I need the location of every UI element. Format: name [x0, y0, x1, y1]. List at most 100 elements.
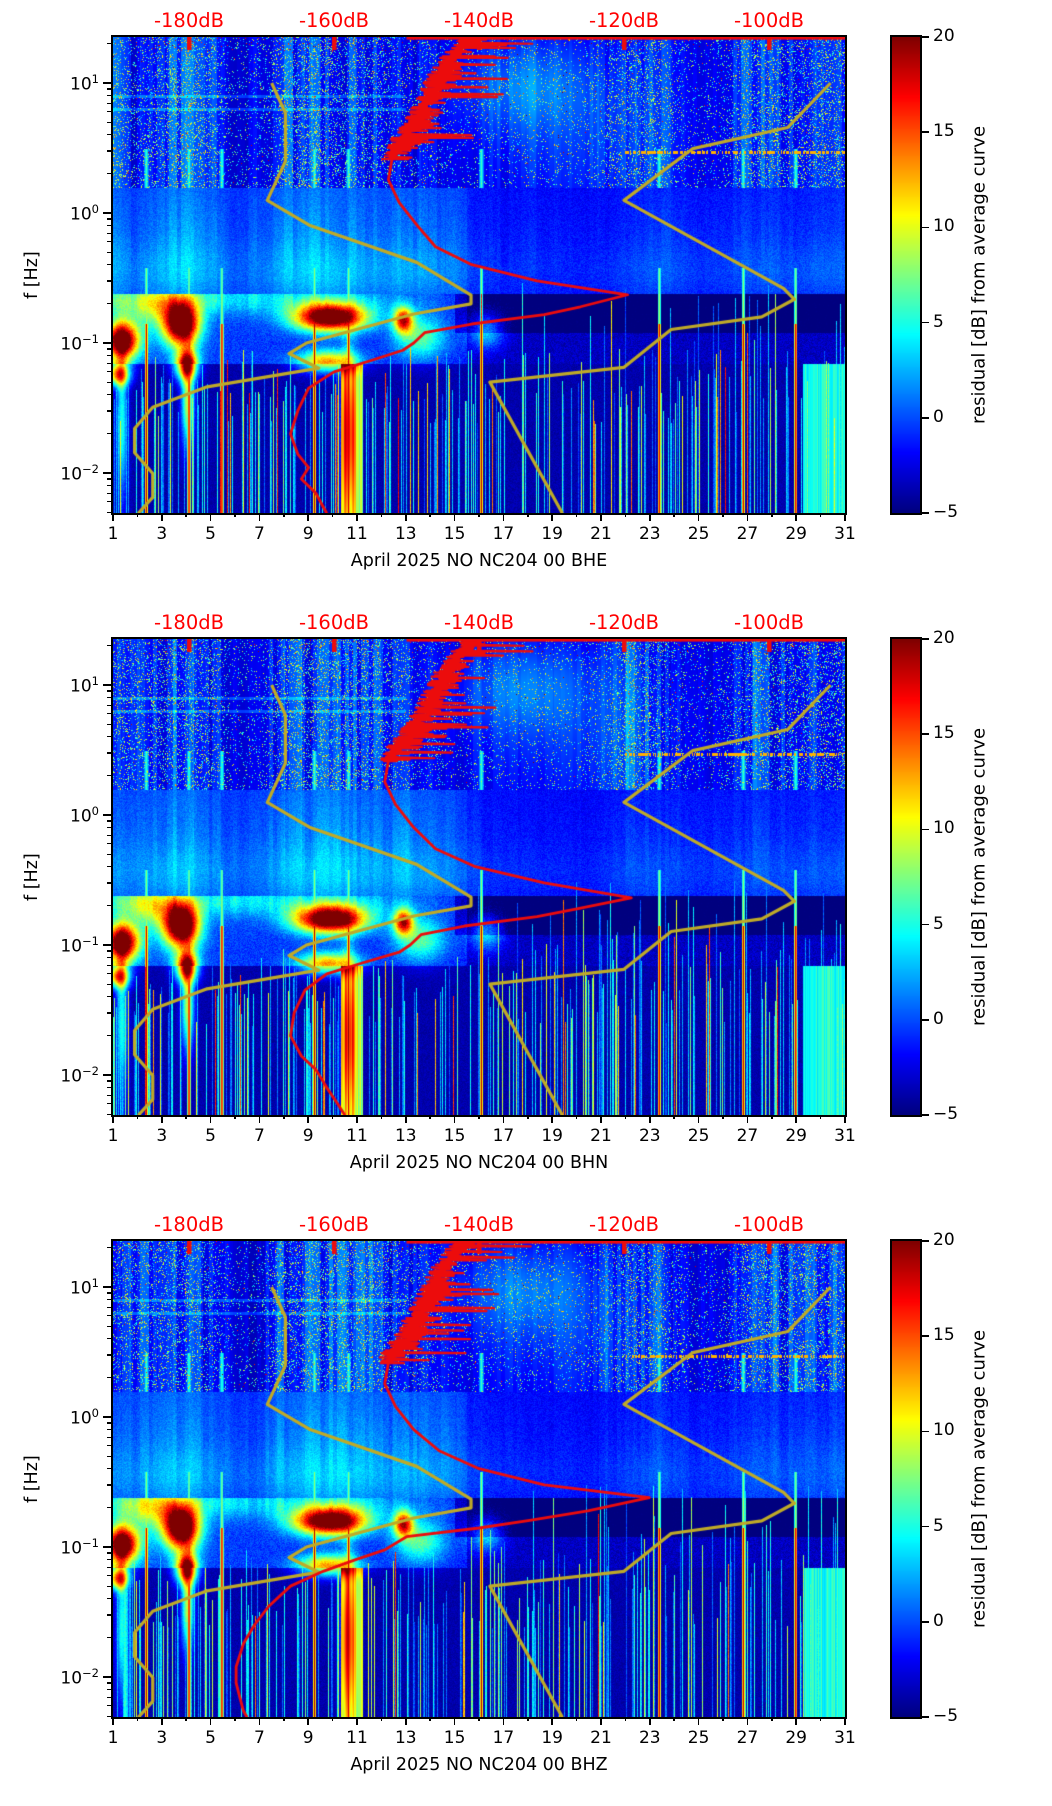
x-tick-minor: [283, 513, 285, 517]
subplot-bhn: -180dB -160dB -140dB -120dB -100dB 1 3 5 7 9 11 13 1…: [0, 602, 1052, 1204]
top-axis-db-label: -100dB: [733, 1213, 804, 1236]
x-tick-minor: [136, 1115, 139, 1119]
y-tick-minor: [107, 1468, 111, 1470]
subplot-bhe: -180dB -160dB -140dB -120dB -100dB 1 3 5 7 9 11 13 1…: [0, 0, 1052, 602]
x-tick-label: 9: [302, 524, 314, 544]
colorbar-gradient: [892, 639, 920, 1115]
x-tick-minor: [527, 1717, 529, 1721]
x-tick: [502, 1115, 505, 1123]
x-tick: [356, 513, 358, 521]
x-tick-label: 27: [736, 1126, 759, 1146]
colorbar-tick: [922, 417, 929, 419]
x-tick-minor: [185, 1717, 187, 1721]
y-tick-minor: [107, 956, 111, 959]
y-tick-minor: [107, 280, 111, 282]
x-tick-label: 17: [492, 524, 515, 544]
x-tick-label: 3: [156, 524, 168, 544]
x-tick: [453, 1717, 456, 1725]
y-tick-minor: [107, 696, 111, 699]
x-tick-minor: [283, 1717, 285, 1721]
y-tick-minor: [107, 983, 111, 985]
y-tick-label: 101: [70, 1276, 99, 1299]
y-tick-minor: [107, 303, 111, 305]
y-tick-minor: [107, 1292, 111, 1294]
x-tick: [356, 1115, 358, 1123]
x-tick-minor: [819, 513, 822, 517]
x-tick: [649, 1115, 651, 1123]
top-axis-db-label: -160dB: [298, 9, 369, 32]
y-tick-minor: [107, 492, 111, 494]
colorbar-tick: [922, 923, 929, 926]
colorbar-tick-label: 0: [933, 1610, 944, 1631]
top-axis-db-label: -140dB: [443, 9, 514, 32]
x-tick-label: 19: [541, 1126, 563, 1146]
y-tick-minor: [107, 1428, 111, 1431]
x-tick-label: 9: [302, 1728, 314, 1748]
colorbar-tick: [922, 1525, 929, 1528]
colorbar-tick-label: 5: [933, 913, 944, 934]
y-tick: [103, 1074, 111, 1076]
y-axis-label: f [Hz]: [22, 1455, 42, 1503]
y-tick-minor: [107, 1696, 111, 1698]
y-tick-minor: [107, 1103, 111, 1105]
y-tick-minor: [107, 713, 111, 715]
colorbar-tick-label: 20: [933, 26, 955, 46]
colorbar-tick: [922, 638, 929, 640]
x-tick: [746, 513, 749, 521]
y-tick-minor: [107, 1575, 111, 1577]
x-tick: [844, 1115, 846, 1123]
x-tick-label: 27: [736, 1728, 759, 1748]
x-tick: [844, 513, 846, 521]
x-tick: [209, 1115, 212, 1123]
x-tick-minor: [575, 1115, 578, 1119]
x-tick-minor: [624, 513, 627, 517]
spectrogram-heatmap-bhn: [113, 639, 845, 1115]
y-tick-minor: [107, 996, 111, 998]
x-tick-minor: [429, 1115, 431, 1119]
x-tick: [844, 1717, 846, 1725]
x-tick-label: 15: [443, 524, 466, 544]
top-axis-db-label: -120dB: [588, 1213, 659, 1236]
x-tick: [307, 1115, 309, 1123]
x-tick-minor: [624, 1717, 627, 1721]
plot-title: April 2025 NO NC204 00 BHN: [349, 1153, 609, 1173]
y-tick-minor: [107, 371, 111, 373]
subplot-bhz: -180dB -160dB -140dB -120dB -100dB 1 3 5 7 9 11 13 1…: [0, 1204, 1052, 1806]
y-tick-minor: [107, 964, 111, 966]
y-tick-minor: [107, 1585, 111, 1587]
plot-title: April 2025 NO NC204 00 BHE: [350, 551, 608, 571]
y-tick-minor: [107, 1682, 111, 1684]
y-tick-minor: [107, 1507, 111, 1509]
colorbar-tick-label: 20: [933, 1230, 955, 1250]
y-tick-minor: [107, 1566, 111, 1568]
y-tick-minor: [107, 232, 111, 234]
x-tick-label: 5: [205, 1728, 216, 1748]
y-tick-label: 100: [70, 1406, 99, 1429]
y-tick-minor: [107, 1306, 111, 1308]
colorbar-tick-label: −5: [933, 1104, 959, 1124]
x-tick-label: 15: [443, 1126, 466, 1146]
x-tick-label: 7: [253, 1126, 265, 1146]
x-tick: [258, 1115, 261, 1123]
x-tick: [307, 1717, 309, 1725]
x-tick-minor: [819, 1115, 822, 1119]
plot-title: April 2025 NO NC204 00 BHZ: [350, 1755, 608, 1775]
y-tick-minor: [107, 775, 111, 777]
y-tick-minor: [107, 1298, 111, 1301]
x-tick-minor: [771, 1717, 773, 1721]
top-axis-db-label: -180dB: [153, 9, 224, 32]
x-tick-label: 21: [590, 1126, 612, 1146]
x-tick: [453, 1115, 456, 1123]
colorbar-tick: [922, 321, 929, 324]
top-axis-db-label: -140dB: [443, 611, 514, 634]
y-tick: [103, 342, 111, 344]
y-tick-minor: [107, 820, 111, 822]
x-tick: [161, 513, 163, 521]
y-tick-minor: [107, 433, 111, 435]
colorbar-tick-label: −5: [933, 502, 959, 522]
y-tick-minor: [107, 121, 111, 123]
x-tick-minor: [331, 1717, 334, 1721]
x-tick-label: 23: [638, 524, 661, 544]
top-axis-db-label: -180dB: [153, 1213, 224, 1236]
x-tick-label: 27: [736, 524, 759, 544]
